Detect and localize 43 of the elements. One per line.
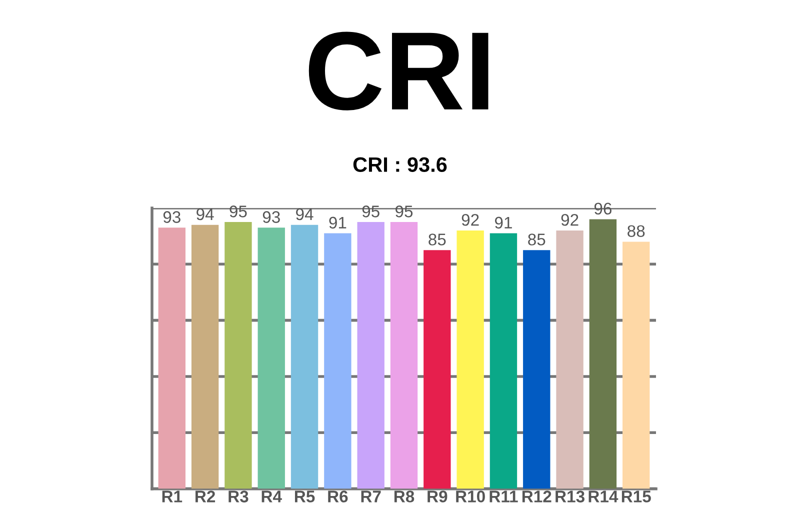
bar: [589, 219, 617, 489]
bar: [490, 233, 518, 489]
bar: [424, 250, 451, 489]
x-tick-label: R8: [394, 490, 414, 502]
bar: [556, 230, 584, 489]
x-tick-label: R7: [361, 490, 381, 502]
chart-title: CRI: [308, 32, 488, 110]
bar: [224, 222, 252, 489]
x-tick-label: R6: [328, 490, 348, 502]
data-label: 93: [163, 211, 180, 223]
bar: [523, 250, 550, 489]
bar: [158, 228, 186, 489]
bar: [290, 224, 318, 489]
data-label: 91: [494, 216, 512, 229]
bar: [191, 224, 219, 489]
x-tick-label: R10: [456, 490, 485, 502]
x-tick-label: R3: [228, 490, 248, 502]
x-tick-label: R12: [522, 490, 552, 502]
data-label: 91: [329, 216, 346, 229]
bar: [456, 230, 484, 489]
bar: [357, 222, 384, 489]
bar: [324, 233, 352, 489]
x-tick-label: R15: [622, 490, 651, 502]
x-tick-label: R2: [196, 490, 216, 502]
bar: [622, 242, 650, 489]
data-label: 94: [196, 208, 214, 220]
x-tick-label: R13: [556, 490, 584, 502]
data-label: 92: [561, 214, 578, 226]
data-label: 85: [428, 234, 446, 246]
data-label: 92: [462, 214, 479, 226]
bar: [258, 228, 285, 489]
bar: [390, 222, 418, 489]
data-label: 88: [628, 225, 645, 238]
data-label: 93: [262, 211, 280, 223]
x-tick-label: R9: [428, 490, 448, 502]
chart-subtitle: CRI : 93.6: [353, 157, 447, 172]
x-tick-label: R14: [588, 490, 618, 502]
x-tick-label: R5: [294, 490, 315, 502]
data-label: 85: [528, 234, 546, 246]
x-tick-label: R11: [490, 490, 518, 502]
x-tick-label: R1: [162, 490, 182, 502]
data-label: 94: [296, 208, 314, 220]
x-tick-label: R4: [262, 490, 282, 502]
